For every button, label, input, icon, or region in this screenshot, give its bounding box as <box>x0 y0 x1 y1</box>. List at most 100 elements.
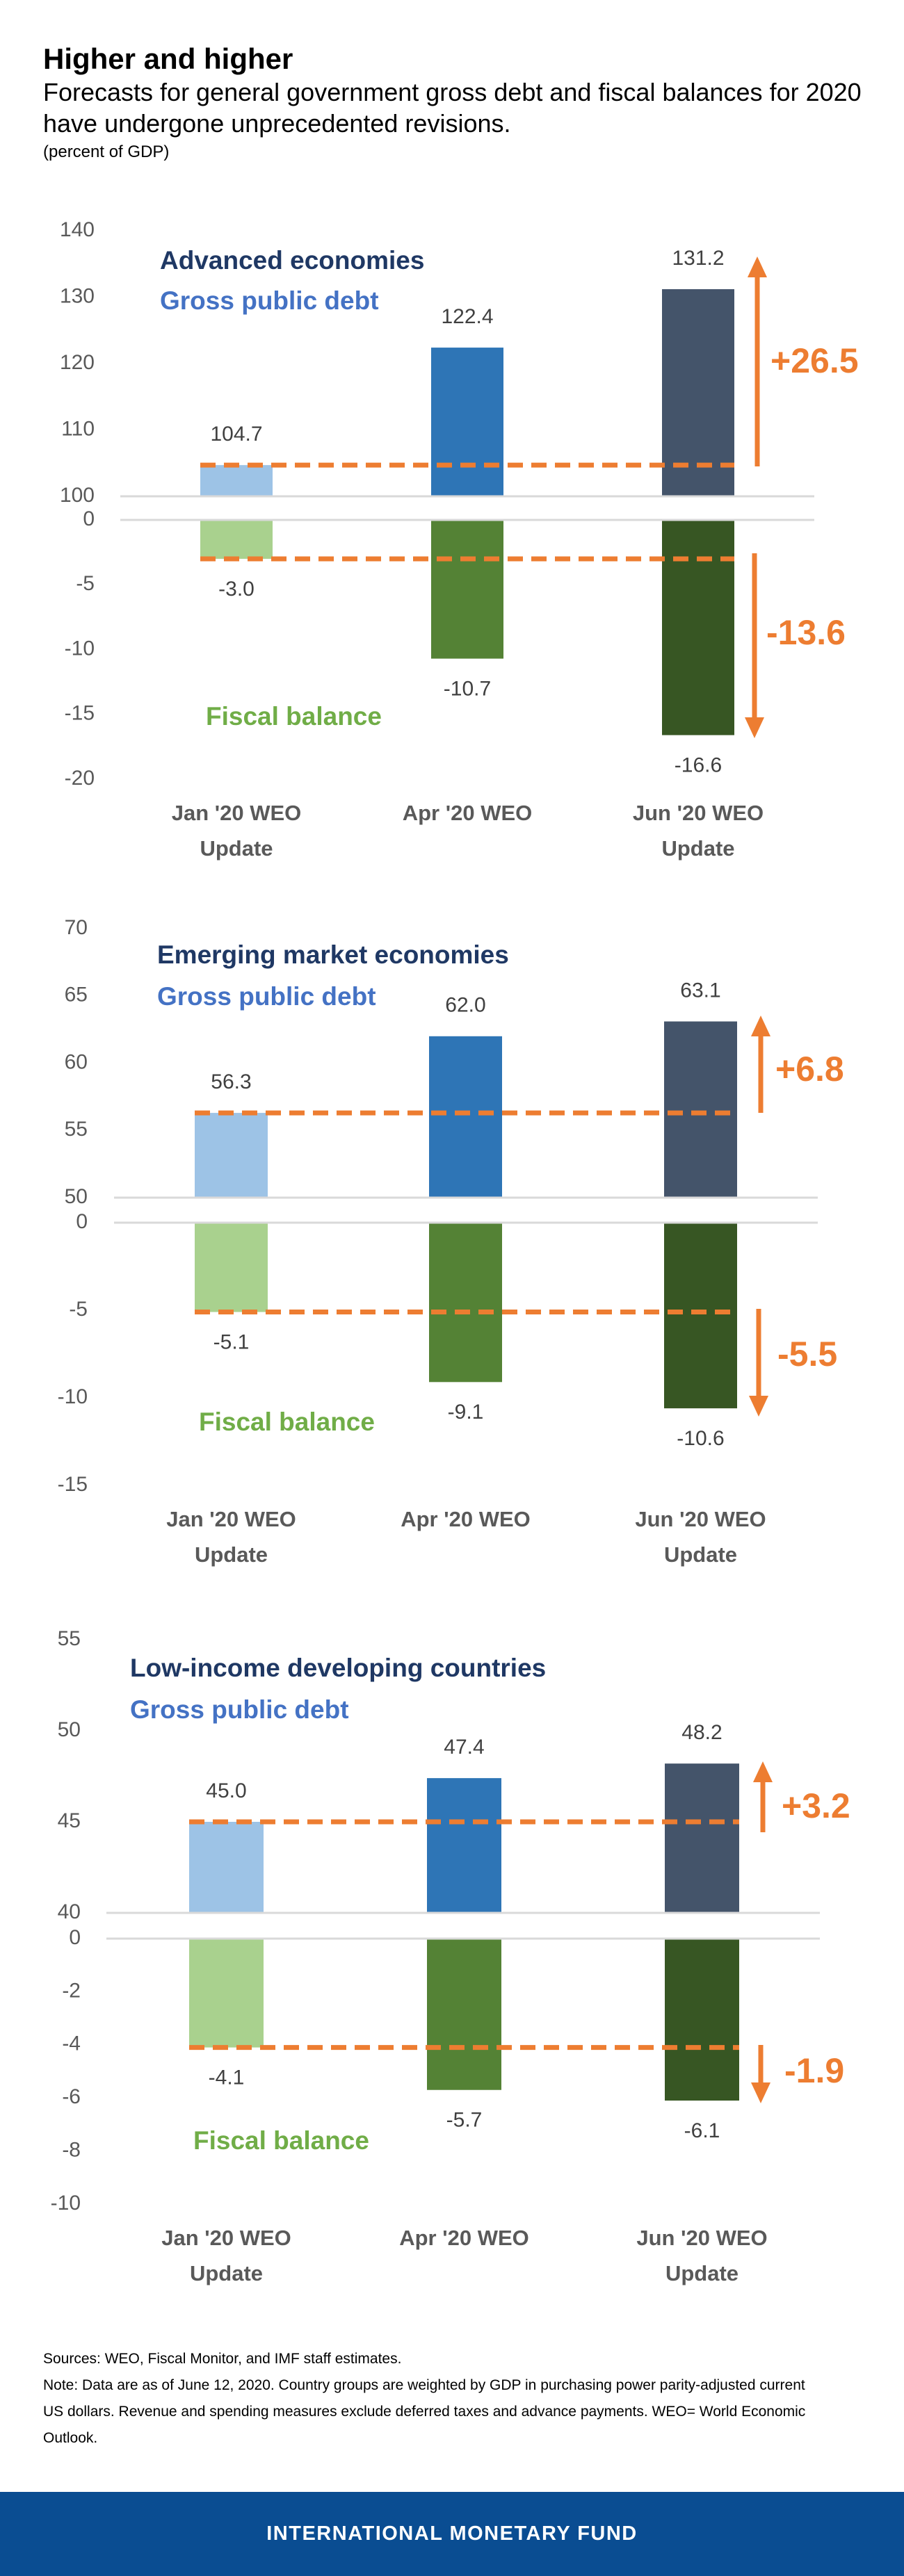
x-axis-category-label: Update <box>664 1542 737 1567</box>
fiscal-change-label: -5.5 <box>777 1335 837 1373</box>
x-axis-category-label: Apr '20 WEO <box>403 801 533 825</box>
fiscal-axis-tick-label: -4 <box>62 2032 81 2055</box>
x-axis-category-label: Apr '20 WEO <box>401 1507 531 1531</box>
x-axis-category-label: Jun '20 WEO <box>635 1507 766 1531</box>
debt-bar <box>665 1763 739 1913</box>
page-subtitle: Forecasts for general government gross d… <box>43 78 862 138</box>
fiscal-bar <box>195 1223 268 1312</box>
debt-axis-tick-label: 110 <box>61 417 95 440</box>
debt-axis-tick-label: 130 <box>60 284 95 307</box>
debt-axis-tick-label: 65 <box>65 984 88 1006</box>
x-axis-category-label: Update <box>195 1542 268 1567</box>
up-arrow-icon <box>751 1016 770 1036</box>
debt-change-label: +3.2 <box>782 1786 850 1825</box>
debt-bar <box>200 465 273 496</box>
fiscal-axis-tick-label: 0 <box>69 1926 81 1949</box>
debt-value-label: 62.0 <box>445 994 485 1017</box>
debt-bar <box>429 1036 502 1198</box>
x-axis-category-label: Jan '20 WEO <box>166 1507 296 1531</box>
x-axis-category-label: Update <box>661 836 734 861</box>
debt-change-label: +6.8 <box>775 1050 844 1089</box>
debt-axis-tick-label: 100 <box>60 484 95 507</box>
x-axis-category-label: Jun '20 WEO <box>633 801 764 825</box>
debt-axis-tick-label: 55 <box>65 1118 88 1141</box>
chart-title: Advanced economies <box>160 246 424 275</box>
fiscal-bar <box>200 520 273 559</box>
fiscal-change-label: -13.6 <box>766 613 846 652</box>
x-axis-category-label: Jan '20 WEO <box>161 2226 291 2250</box>
debt-change-label: +26.5 <box>770 341 859 380</box>
debt-axis-tick-label: 120 <box>60 351 95 374</box>
fiscal-axis-tick-label: -10 <box>51 2192 81 2215</box>
fiscal-bar <box>189 1939 264 2048</box>
debt-value-label: 47.4 <box>444 1736 484 1759</box>
fiscal-axis-tick-label: 0 <box>83 507 95 530</box>
debt-bar <box>662 289 734 496</box>
x-axis-category-label: Jan '20 WEO <box>172 801 302 825</box>
debt-value-label: 48.2 <box>681 1721 722 1744</box>
debt-value-label: 131.2 <box>672 247 724 270</box>
x-axis-category-label: Update <box>190 2261 263 2285</box>
debt-value-label: 104.7 <box>210 423 262 446</box>
fiscal-bar <box>427 1939 501 2090</box>
fiscal-series-label: Fiscal balance <box>193 2126 369 2155</box>
fiscal-axis-tick-label: -5 <box>76 572 95 595</box>
fiscal-series-label: Fiscal balance <box>206 702 382 731</box>
notes: Sources: WEO, Fiscal Monitor, and IMF st… <box>43 2346 829 2452</box>
debt-value-label: 56.3 <box>211 1070 251 1093</box>
fiscal-bar <box>429 1223 502 1383</box>
x-axis-category-label: Apr '20 WEO <box>399 2226 529 2250</box>
data-note: Note: Data are as of June 12, 2020. Coun… <box>43 2377 806 2446</box>
fiscal-value-label: -10.6 <box>677 1427 724 1450</box>
chart-title: Low-income developing countries <box>130 1654 546 1682</box>
fiscal-bar <box>665 1939 739 2101</box>
sources-note: Sources: WEO, Fiscal Monitor, and IMF st… <box>43 2351 402 2367</box>
fiscal-axis-tick-label: -20 <box>65 767 95 790</box>
fiscal-axis-tick-label: -10 <box>65 637 95 660</box>
debt-axis-tick-label: 45 <box>58 1809 81 1832</box>
debt-bar <box>431 348 503 496</box>
debt-bar <box>664 1021 737 1198</box>
footer-bar: INTERNATIONAL MONETARY FUND <box>0 2492 904 2576</box>
fiscal-axis-tick-label: 0 <box>76 1210 88 1233</box>
debt-axis-tick-label: 40 <box>58 1900 81 1923</box>
fiscal-bar <box>664 1223 737 1409</box>
fiscal-value-label: -5.7 <box>446 2109 483 2132</box>
debt-axis-tick-label: 55 <box>58 1627 81 1650</box>
fiscal-value-label: -6.1 <box>684 2119 720 2142</box>
fiscal-bar <box>662 520 734 735</box>
charts-canvas: 1001101201301400-5-10-15-20104.7122.4131… <box>51 218 859 2285</box>
debt-bar <box>195 1113 268 1198</box>
down-arrow-icon <box>751 2082 770 2103</box>
fiscal-bar <box>431 520 503 659</box>
debt-value-label: 63.1 <box>680 979 720 1002</box>
unit-label: (percent of GDP) <box>43 142 170 161</box>
page-title: Higher and higher <box>43 42 293 75</box>
fiscal-axis-tick-label: -15 <box>65 702 95 725</box>
debt-series-label: Gross public debt <box>160 286 379 315</box>
fiscal-axis-tick-label: -5 <box>69 1298 88 1321</box>
fiscal-value-label: -4.1 <box>209 2066 245 2089</box>
debt-axis-tick-label: 50 <box>58 1718 81 1741</box>
fiscal-value-label: -3.0 <box>218 578 255 601</box>
fiscal-axis-tick-label: -10 <box>58 1385 88 1408</box>
debt-series-label: Gross public debt <box>130 1695 349 1724</box>
debt-bar <box>189 1822 264 1913</box>
fiscal-axis-tick-label: -15 <box>58 1473 88 1496</box>
debt-bar <box>427 1778 501 1913</box>
debt-axis-tick-label: 50 <box>65 1185 88 1208</box>
fiscal-change-label: -1.9 <box>784 2051 844 2090</box>
fiscal-value-label: -5.1 <box>213 1330 250 1353</box>
debt-axis-tick-label: 140 <box>60 218 95 241</box>
debt-value-label: 122.4 <box>441 305 493 328</box>
x-axis-category-label: Update <box>665 2261 738 2285</box>
fiscal-axis-tick-label: -8 <box>62 2139 81 2162</box>
footer-org-name: INTERNATIONAL MONETARY FUND <box>266 2522 638 2545</box>
chart-title: Emerging market economies <box>157 940 509 969</box>
fiscal-value-label: -9.1 <box>448 1401 484 1424</box>
fiscal-axis-tick-label: -2 <box>62 1979 81 2002</box>
debt-axis-tick-label: 60 <box>65 1050 88 1073</box>
fiscal-value-label: -16.6 <box>675 754 722 777</box>
fiscal-axis-tick-label: -6 <box>62 2085 81 2108</box>
down-arrow-icon <box>749 1396 768 1417</box>
